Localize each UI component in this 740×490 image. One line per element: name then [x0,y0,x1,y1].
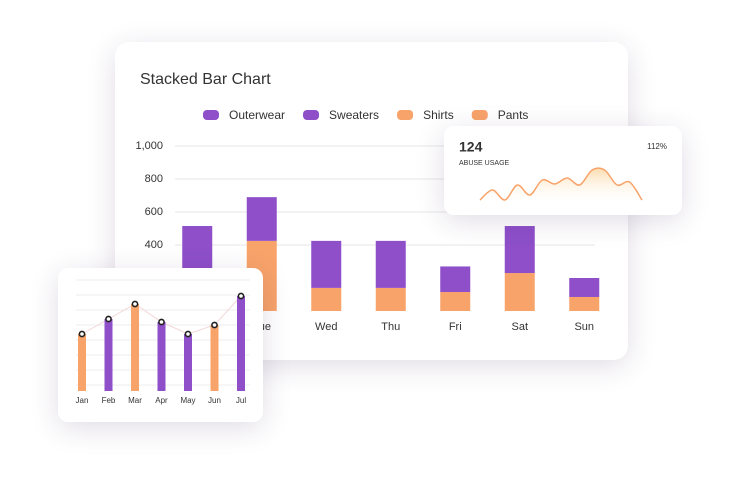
usage-value: 124 [459,139,483,155]
bar [237,296,245,391]
legend-label: Pants [498,108,529,122]
x-tick-label: Feb [102,396,116,405]
bar-segment [375,240,406,288]
bar [78,334,86,391]
bar-segment [504,273,535,311]
legend-swatch [303,110,320,120]
y-tick-label: 800 [145,173,163,185]
x-tick-label: Fri [449,321,462,333]
legend-swatch [397,110,414,120]
point [158,318,165,326]
bar-segment [440,292,471,311]
bar [104,319,113,391]
bar-segment [569,278,600,297]
usage-change: 112% [647,142,667,151]
x-tick-label: Jun [208,396,221,405]
x-tick-label: Apr [155,396,168,405]
area-fill [480,168,642,205]
bar-segment [504,226,535,274]
monthly-card: Jan Feb Mar Apr May Jun Jul [58,268,263,422]
legend-swatch [203,110,219,120]
usage-label: ABUSE USAGE [459,160,510,167]
x-tick-label: Wed [315,321,337,333]
bar-segment [569,296,600,311]
point [131,300,139,308]
bar [157,322,166,391]
legend-label: Sweaters [329,108,379,122]
point [184,330,192,338]
bar [131,304,139,391]
point [211,321,218,329]
usage-card: 124 ABUSE USAGE 112% [444,126,682,215]
y-tick-label: 400 [145,239,163,251]
bar-segment [440,266,471,293]
x-tick-label: Jul [236,396,246,405]
monthly-chart: Jan Feb Mar Apr May Jun Jul [76,279,250,405]
x-tick-label: Sat [511,321,528,333]
x-tick-label: Sun [574,321,594,333]
chart-title: Stacked Bar Chart [140,71,271,88]
usage-chart: 124 ABUSE USAGE 112% [459,139,667,205]
legend-label: Shirts [423,108,454,122]
area-line [479,167,643,201]
legend-swatch [471,110,488,120]
legend-label: Outerwear [229,108,285,122]
point [105,315,112,323]
bar-segment [311,240,342,288]
x-tick-label: Mar [128,396,142,405]
point [237,292,245,300]
bar [184,334,192,391]
bar-segment [246,197,277,241]
point [78,330,86,338]
bar-segment [311,287,342,311]
y-tick-label: 600 [145,206,163,218]
x-tick-label: Thu [381,321,400,333]
x-tick-label: May [180,396,195,405]
y-tick-label: 1,000 [135,140,163,152]
x-tick-label: Jan [76,396,89,405]
bar [210,325,219,391]
bar-segment [375,287,406,311]
